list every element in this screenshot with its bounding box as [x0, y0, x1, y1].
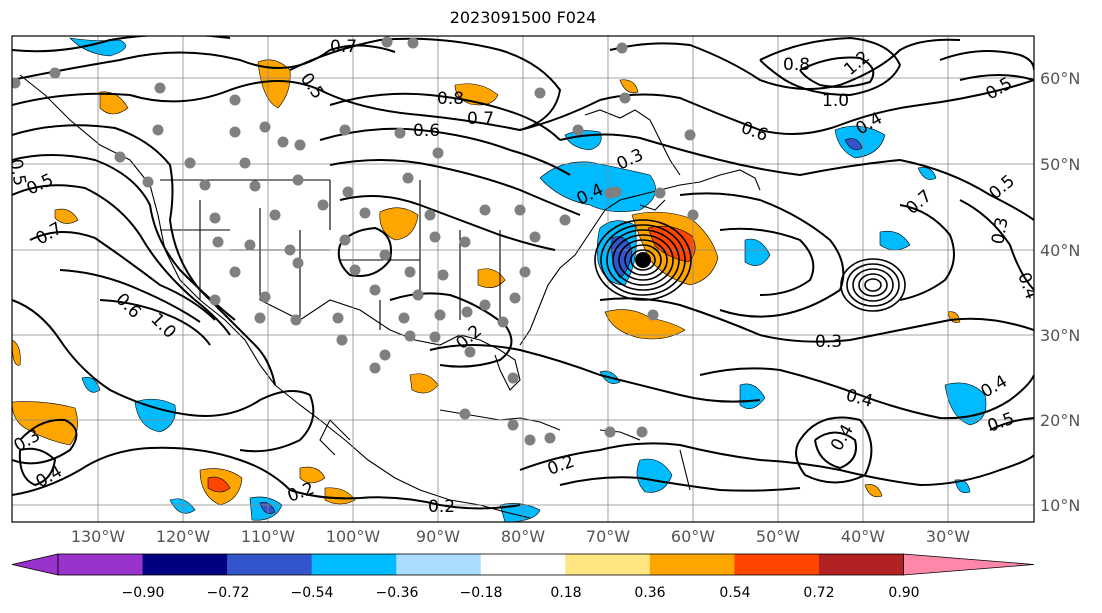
map-title: 2023091500 F024	[449, 8, 597, 27]
lat-label: 20°N	[1040, 411, 1080, 430]
longitude-labels: 130°W 120°W 110°W 100°W 90°W 80°W 70°W 6…	[71, 527, 970, 546]
gridlines	[12, 36, 1034, 522]
colorbar-tick-labels: −0.90 −0.72 −0.54 −0.36 −0.18 0.18 0.36 …	[122, 585, 920, 601]
colorbar-tick-label: 0.18	[550, 585, 581, 601]
lon-label: 90°W	[416, 527, 460, 546]
hurricane-contours	[594, 219, 692, 301]
shaded-anomaly-layer	[12, 37, 987, 522]
anomaly-patch	[99, 91, 129, 115]
contour-label: 0.8	[783, 55, 810, 75]
anomaly-patch	[917, 167, 937, 180]
colorbar-segment	[734, 554, 820, 575]
anomaly-patch	[169, 498, 196, 514]
lon-label: 120°W	[156, 527, 211, 546]
latitude-labels: 60°N 50°N 40°N 30°N 20°N 10°N	[1040, 69, 1080, 515]
colorbar-tick-label: −0.90	[122, 585, 165, 601]
anomaly-patch	[12, 339, 21, 366]
anomaly-patch	[299, 466, 326, 484]
colorbar-border	[57, 553, 904, 576]
anomaly-patch	[604, 309, 686, 340]
anomaly-patch	[744, 238, 771, 267]
colorbar-tick-label: −0.36	[376, 585, 419, 601]
contour-label: 0.3	[815, 332, 842, 352]
lon-label: 60°W	[671, 527, 715, 546]
lon-label: 40°W	[841, 527, 885, 546]
contour-label: 0.2	[428, 497, 455, 517]
station-dots	[12, 36, 699, 446]
anomaly-patch	[54, 208, 79, 224]
anomaly-patch	[739, 383, 766, 410]
anomaly-patch	[834, 125, 886, 159]
contour-label: 0.8	[437, 89, 464, 109]
colorbar-tick-label: 0.54	[719, 585, 750, 601]
colorbar-tick-label: 0.90	[888, 585, 919, 601]
colorbar	[11, 553, 1035, 576]
lon-label: 50°W	[756, 527, 800, 546]
lon-label: 30°W	[926, 527, 970, 546]
anomaly-patch	[81, 376, 101, 393]
lon-label: 70°W	[586, 527, 630, 546]
lat-label: 50°N	[1040, 155, 1080, 174]
colorbar-segment	[480, 554, 566, 575]
colorbar-extend-low	[11, 553, 59, 576]
colorbar-segment	[58, 554, 144, 575]
anomaly-patch	[324, 487, 356, 505]
anomaly-patch	[844, 138, 863, 151]
colorbar-tick-label: −0.54	[291, 585, 334, 601]
contour-label: 0.7	[467, 109, 494, 129]
lon-label: 80°W	[501, 527, 545, 546]
map-border	[11, 35, 1035, 523]
contour-lines	[12, 36, 1034, 510]
lat-label: 40°N	[1040, 241, 1080, 260]
colorbar-extend-high	[903, 553, 1035, 576]
anomaly-patch	[257, 59, 291, 109]
low-pressure-contours	[840, 258, 906, 312]
lat-label: 10°N	[1040, 496, 1080, 515]
colorbar-segment	[227, 554, 313, 575]
lon-label: 110°W	[241, 527, 296, 546]
storm-center-marker	[635, 252, 651, 268]
colorbar-segment	[565, 554, 651, 575]
colorbar-segment	[396, 554, 482, 575]
anomaly-patch	[379, 207, 419, 241]
contour-label: 0.6	[413, 121, 440, 141]
colorbar-segment	[649, 554, 735, 575]
contour-label: 0.7	[330, 37, 357, 57]
lon-label: 130°W	[71, 527, 126, 546]
colorbar-segment	[311, 554, 397, 575]
lat-label: 60°N	[1040, 69, 1080, 88]
colorbar-segment	[142, 554, 228, 575]
colorbar-tick-label: −0.18	[460, 585, 503, 601]
colorbar-tick-label: −0.72	[207, 585, 250, 601]
lat-label: 30°N	[1040, 326, 1080, 345]
anomaly-patch	[864, 484, 883, 498]
contour-label: 0.5	[5, 157, 29, 187]
colorbar-tick-label: 0.36	[634, 585, 665, 601]
colorbar-segment	[818, 554, 904, 575]
anomaly-patch	[477, 268, 506, 288]
anomaly-patch	[134, 398, 176, 433]
contour-label: 0.3	[988, 216, 1012, 246]
anomaly-patch	[207, 476, 231, 493]
colorbar-tick-label: 0.72	[803, 585, 834, 601]
lon-label: 100°W	[326, 527, 381, 546]
anomaly-patch	[879, 231, 911, 251]
contour-label: 1.0	[822, 91, 849, 111]
anomaly-patch	[619, 79, 639, 94]
